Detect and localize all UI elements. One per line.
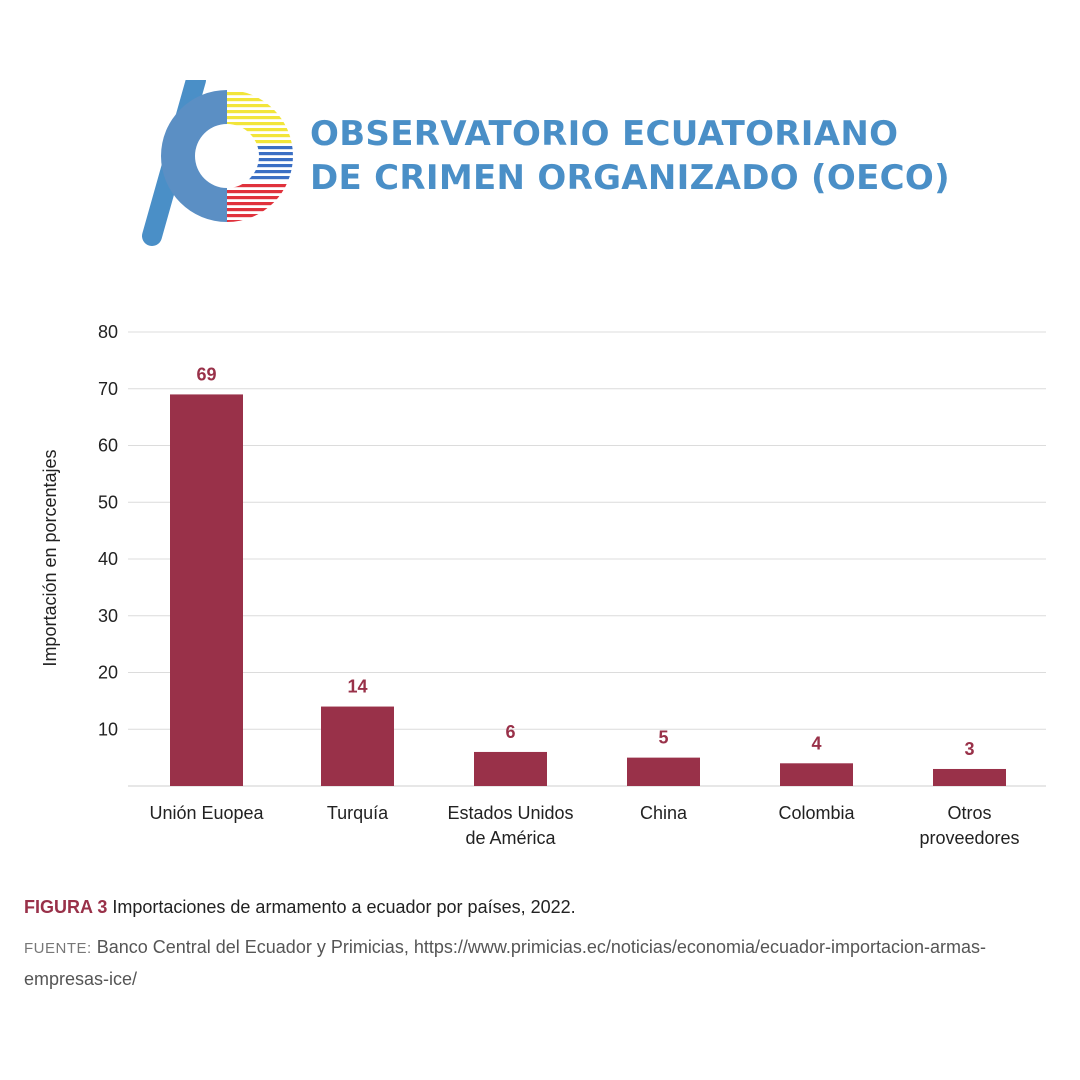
magnifier-ring-left (161, 90, 227, 222)
figure-label: FIGURA 3 (24, 897, 108, 917)
figure-caption: FIGURA 3 Importaciones de armamento a ec… (24, 895, 1054, 919)
logo-stripe (227, 176, 293, 180)
y-tick-label: 40 (98, 549, 118, 569)
oeco-logo (142, 80, 293, 246)
bar (170, 394, 243, 786)
logo-stripe (227, 152, 293, 156)
logo-stripe (227, 184, 293, 188)
source-text: Banco Central del Ecuador y Primicias, h… (24, 937, 987, 989)
figure-caption-text: Importaciones de armamento a ecuador por… (112, 897, 576, 917)
source-label: FUENTE: (24, 940, 92, 957)
data-label: 3 (964, 739, 974, 759)
bar-chart: 69 14 6 5 4 3 10 20 30 40 50 60 70 80 Unión Euopea Tu… (40, 322, 1046, 848)
x-category-label: China (640, 803, 688, 823)
y-tick-label: 10 (98, 719, 118, 739)
x-category-label: Estados Unidos de América (447, 803, 573, 848)
logo-stripe (227, 170, 293, 174)
logo-stripe (227, 128, 293, 132)
logo-stripe (227, 116, 293, 120)
bar (627, 757, 700, 786)
y-tick-label: 30 (98, 606, 118, 626)
figure-source: FUENTE: Banco Central del Ecuador y Prim… (24, 932, 1054, 994)
grid-lines (128, 331, 1046, 787)
bar (780, 763, 853, 786)
logo-stripe (227, 220, 293, 222)
logo-title-line1: OBSERVATORIO ECUATORIANO (310, 114, 899, 154)
logo-stripe (227, 196, 293, 200)
data-label: 6 (505, 722, 515, 742)
logo-stripe (227, 122, 293, 126)
logo-title-line2: DE CRIMEN ORGANIZADO (OECO) (310, 158, 950, 198)
y-tick-label: 50 (98, 492, 118, 512)
logo-stripe (227, 104, 293, 108)
logo-stripe (227, 110, 293, 114)
data-label: 5 (658, 728, 668, 748)
logo-stripe (227, 158, 293, 162)
y-tick-label: 80 (98, 322, 118, 342)
bar (321, 706, 394, 786)
data-label: 69 (196, 364, 216, 384)
y-tick-labels: 10 20 30 40 50 60 70 80 (98, 322, 118, 739)
magnifier-flag-stripes (227, 90, 293, 222)
x-category-labels: Unión Euopea Turquía Estados Unidos de Amér… (149, 803, 1019, 848)
logo-stripe (227, 134, 293, 138)
x-category-label: Turquía (327, 803, 389, 823)
logo-stripe (227, 202, 293, 206)
logo-stripe (227, 214, 293, 218)
x-category-label: Unión Euopea (149, 803, 264, 823)
x-category-label: Otros proveedores (919, 803, 1019, 848)
logo-stripe (227, 190, 293, 194)
y-tick-label: 70 (98, 379, 118, 399)
logo-stripe (227, 146, 293, 150)
y-axis-label: Importación en porcentajes (40, 449, 60, 666)
data-label: 4 (811, 733, 821, 753)
bar (474, 751, 547, 786)
logo-stripe (227, 98, 293, 102)
y-tick-label: 20 (98, 663, 118, 683)
data-label: 14 (347, 677, 367, 697)
x-category-label: Colombia (778, 803, 855, 823)
y-tick-label: 60 (98, 436, 118, 456)
bars: 69 14 6 5 4 3 (170, 364, 1006, 786)
bar (933, 768, 1006, 786)
logo-stripe (227, 140, 293, 144)
logo-stripe (227, 92, 293, 96)
logo-title: OBSERVATORIO ECUATORIANO DE CRIMEN ORGAN… (310, 112, 950, 200)
logo-stripe (227, 164, 293, 168)
logo-stripe (227, 208, 293, 212)
